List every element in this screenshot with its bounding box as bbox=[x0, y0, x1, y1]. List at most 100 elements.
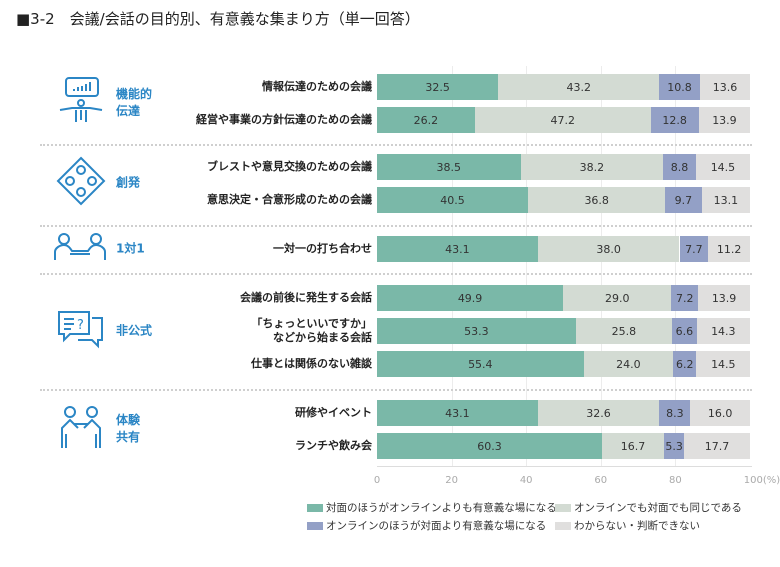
category-label: 意思決定・合意形成のための会議 bbox=[207, 193, 372, 206]
data-label: 38.2 bbox=[579, 160, 605, 174]
bar-segment: 32.5 bbox=[377, 74, 499, 100]
bar-segment: 14.3 bbox=[696, 318, 750, 344]
bar-segment: 38.2 bbox=[520, 154, 664, 180]
x-tick-label: 20 bbox=[445, 475, 458, 486]
x-tick-label: 60 bbox=[594, 475, 608, 486]
bar-segment: 43.2 bbox=[498, 74, 660, 100]
group-label: 非公式 bbox=[116, 323, 153, 338]
group-separator bbox=[40, 389, 752, 391]
data-label: 29.0 bbox=[604, 291, 630, 305]
bar-segment: 8.3 bbox=[659, 400, 691, 426]
chart-title: ■3-2 会議/会話の目的別、有意義な集まり方（単一回答） bbox=[16, 10, 420, 28]
category-label: 研修やイベント bbox=[295, 406, 372, 419]
shared-experience-icon bbox=[56, 404, 106, 454]
gridline bbox=[451, 66, 453, 466]
data-label: 55.4 bbox=[468, 357, 493, 371]
bar-segment: 13.9 bbox=[698, 285, 750, 311]
bar-segment: 29.0 bbox=[563, 285, 672, 311]
x-tick-label: 100(%) bbox=[743, 475, 780, 486]
bar-segment: 49.9 bbox=[377, 285, 564, 311]
x-tick-label: 80 bbox=[669, 475, 682, 486]
legend-swatch bbox=[555, 521, 571, 530]
data-label: 5.3 bbox=[665, 439, 683, 453]
data-label: 16.0 bbox=[707, 406, 733, 420]
legend-item: オンラインのほうが対面より有意義な場になる bbox=[307, 518, 546, 533]
data-label: 47.2 bbox=[550, 113, 575, 127]
category-label: 仕事とは関係のない雑談 bbox=[251, 357, 372, 370]
group-label: 機能的 伝達 bbox=[116, 87, 153, 118]
bar-segment: 16.7 bbox=[601, 433, 665, 459]
bar-segment: 11.2 bbox=[708, 236, 750, 262]
bar-segment: 17.7 bbox=[683, 433, 750, 459]
data-label: 17.7 bbox=[704, 439, 730, 453]
presenter-chart-icon bbox=[56, 76, 106, 130]
category-label: ランチや飲み会 bbox=[295, 439, 372, 452]
data-label: 13.1 bbox=[713, 193, 739, 207]
bar-segment: 38.0 bbox=[537, 236, 680, 262]
bar-segment: 47.2 bbox=[474, 107, 651, 133]
data-label: 14.5 bbox=[710, 160, 736, 174]
category-label: ブレストや意見交換のための会議 bbox=[207, 160, 372, 173]
group-separator bbox=[40, 225, 752, 227]
bar-segment: 24.0 bbox=[583, 351, 674, 377]
legend-item: 対面のほうがオンラインよりも有意義な場になる bbox=[307, 500, 557, 515]
group-label: 体験 共有 bbox=[116, 413, 141, 444]
group-separator bbox=[40, 273, 752, 275]
bar-segment: 14.5 bbox=[695, 154, 750, 180]
category-label: 経営や事業の方針伝達のための会議 bbox=[196, 113, 372, 126]
bar-segment: 36.8 bbox=[528, 187, 666, 213]
x-axis-line bbox=[377, 466, 752, 467]
data-label: 24.0 bbox=[616, 357, 641, 371]
data-label: 6.6 bbox=[675, 324, 694, 338]
bar-segment: 12.8 bbox=[650, 107, 699, 133]
bar-segment: 13.1 bbox=[701, 187, 751, 213]
category-label: 会議の前後に発生する会話 bbox=[240, 291, 372, 304]
bar-segment: 53.3 bbox=[377, 318, 576, 344]
category-label: 一対一の打ち合わせ bbox=[273, 242, 372, 255]
data-label: 36.8 bbox=[584, 193, 609, 207]
data-label: 32.6 bbox=[586, 406, 611, 420]
x-tick-label: 0 bbox=[373, 475, 381, 486]
data-label: 7.7 bbox=[685, 242, 703, 256]
data-label: 60.3 bbox=[477, 439, 502, 453]
gridline bbox=[526, 66, 528, 466]
data-label: 49.9 bbox=[457, 291, 483, 305]
bar-segment: 6.2 bbox=[673, 351, 697, 377]
category-label: 情報伝達のための会議 bbox=[262, 80, 372, 93]
data-label: 8.8 bbox=[670, 160, 689, 174]
bar-segment: 25.8 bbox=[575, 318, 673, 344]
brainstorm-circle-icon bbox=[56, 156, 106, 210]
legend-label: 対面のほうがオンラインよりも有意義な場になる bbox=[326, 502, 557, 514]
data-label: 43.1 bbox=[445, 242, 470, 256]
bar-segment: 14.5 bbox=[696, 351, 751, 377]
legend-label: オンラインでも対面でも同じである bbox=[574, 502, 742, 514]
bar-segment: 9.7 bbox=[665, 187, 702, 213]
one-on-one-icon bbox=[52, 232, 108, 266]
data-label: 13.6 bbox=[712, 80, 738, 94]
data-label: 26.2 bbox=[413, 113, 439, 127]
bar-segment: 55.4 bbox=[377, 351, 584, 377]
data-label: 53.3 bbox=[464, 324, 489, 338]
legend-label: オンラインのほうが対面より有意義な場になる bbox=[326, 520, 547, 532]
legend-item: わからない・判断できない bbox=[555, 518, 700, 533]
data-label: 13.9 bbox=[711, 291, 737, 305]
bar-segment: 13.6 bbox=[699, 74, 751, 100]
data-label: 38.0 bbox=[596, 242, 621, 256]
data-label: 43.2 bbox=[566, 80, 592, 94]
legend-label: わからない・判断できない bbox=[574, 520, 700, 532]
data-label: 9.7 bbox=[674, 193, 693, 207]
bar-segment: 43.1 bbox=[377, 400, 538, 426]
data-label: 43.1 bbox=[445, 406, 470, 420]
bar-segment: 40.5 bbox=[377, 187, 529, 213]
bar-segment: 13.9 bbox=[698, 107, 751, 133]
legend-item: オンラインでも対面でも同じである bbox=[555, 500, 742, 515]
bar-segment: 7.2 bbox=[671, 285, 699, 311]
data-label: 10.8 bbox=[667, 80, 692, 94]
bar-segment: 10.8 bbox=[659, 74, 700, 100]
gridline bbox=[675, 66, 677, 466]
category-label: 「ちょっといいですか」 などから始まる会話 bbox=[251, 317, 372, 344]
data-label: 13.9 bbox=[712, 113, 737, 127]
data-label: 6.2 bbox=[675, 357, 694, 371]
bar-segment: 32.6 bbox=[537, 400, 660, 426]
